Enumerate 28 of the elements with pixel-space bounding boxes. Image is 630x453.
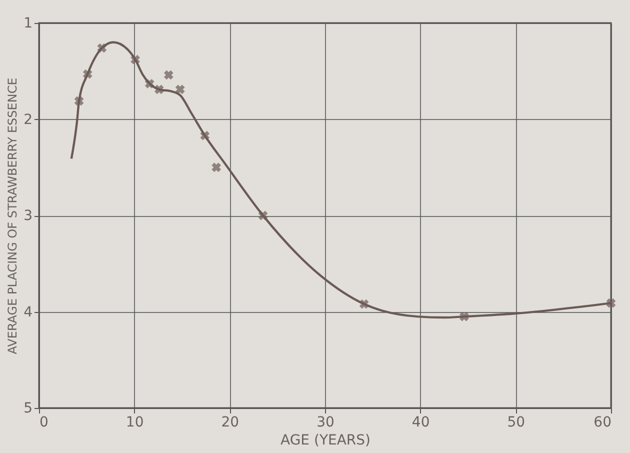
point (459, 312, 469, 322)
point (359, 299, 369, 309)
x-tick-label: 50 (507, 414, 526, 430)
point (258, 210, 268, 220)
x-tick-label: 60 (594, 414, 612, 430)
point (82, 69, 92, 79)
x-axis-title: AGE (YEARS) (280, 432, 370, 448)
x-tick-label: 30 (316, 414, 334, 430)
x-tick-label: 20 (221, 414, 240, 430)
point (200, 130, 210, 140)
point (130, 54, 140, 64)
y-tick-label: 2 (24, 112, 32, 128)
y-tick-label: 4 (24, 304, 33, 320)
point (97, 43, 107, 53)
point (74, 96, 84, 106)
point (144, 78, 154, 88)
y-tick-label: 3 (24, 208, 32, 224)
point (175, 84, 185, 94)
y-tick-label: 5 (24, 400, 32, 416)
y-tick-label: 1 (24, 16, 32, 32)
point (606, 298, 616, 308)
point (212, 162, 222, 172)
y-axis-title: AVERAGE PLACING OF STRAWBERRY ESSENCE (6, 78, 20, 354)
x-tick-label: 0 (40, 414, 48, 430)
x-tick-label: 10 (126, 414, 144, 430)
point (154, 84, 164, 94)
x-tick-label: 40 (412, 414, 430, 430)
point (164, 70, 174, 80)
